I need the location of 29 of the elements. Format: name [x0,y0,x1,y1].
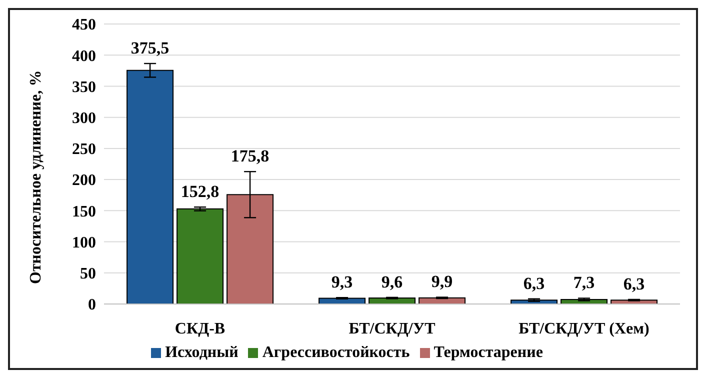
data-label: 6,3 [623,274,645,294]
data-label: 375,5 [130,38,170,58]
legend-label: Термостарение [434,344,543,361]
x-tick-label: БТ/СКД/УТ (Хем) [518,320,650,338]
data-label: 7,3 [573,273,595,292]
bar [176,208,224,304]
x-tick-label: СКД-В [174,320,226,338]
data-label: 9,6 [381,272,403,292]
bar [318,298,366,304]
y-tick-label: 450 [72,16,96,34]
data-label: 152,8 [180,182,220,202]
y-tick-label: 50 [80,266,96,283]
y-tick-label: 400 [72,48,96,65]
y-tick-label: 350 [72,78,96,96]
y-tick-label: 100 [72,234,96,252]
legend-label: Исходный [165,344,238,361]
x-tick-label: БТ/СКД/УТ [348,320,436,338]
y-tick-label: 250 [72,141,96,158]
data-label: 9,3 [331,272,353,292]
y-axis-title: Относительное удлинение, % [28,70,45,284]
y-tick-label: 300 [72,110,96,128]
y-tick-label: 200 [72,172,96,190]
y-tick-label: 150 [72,203,96,220]
legend-label: Агрессивостойкость [262,344,410,361]
data-label: 6,3 [523,274,545,293]
data-label: 9,9 [431,272,453,292]
bar [368,298,416,304]
data-label: 175,8 [230,146,270,166]
y-tick-label: 0 [88,296,96,314]
